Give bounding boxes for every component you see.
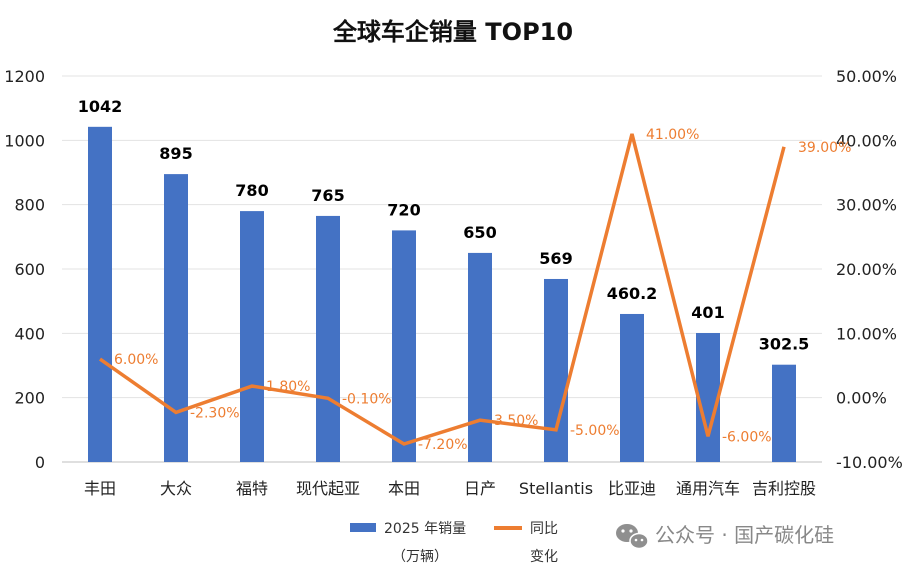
line-value-label: -5.00% <box>570 423 620 439</box>
line-series <box>98 133 786 446</box>
bar <box>164 174 188 462</box>
category-label: 本田 <box>388 479 420 498</box>
bar <box>620 313 644 462</box>
legend-bar-swatch <box>350 523 376 532</box>
legend-bar-unit: （万辆） <box>392 549 448 565</box>
right-tick-label: 50.00% <box>836 67 897 86</box>
bar-value-labels: 1042 895 780 765 720 650 569 460.2 401 302.5 <box>78 97 810 354</box>
right-tick-label: 10.00% <box>836 324 897 343</box>
left-tick-label: 1200 <box>4 67 45 86</box>
left-tick-label: 400 <box>14 324 45 343</box>
wechat-icon <box>616 524 649 550</box>
bar-value-label: 765 <box>311 186 344 205</box>
legend: 2025 年销量 （万辆） 同比 变化 <box>350 521 558 565</box>
bar <box>392 230 416 462</box>
bar-value-label: 895 <box>159 144 192 163</box>
chart-title: 全球车企销量 TOP10 <box>332 18 573 46</box>
category-label: 通用汽车 <box>676 479 740 498</box>
bar <box>240 211 264 462</box>
bar <box>316 215 340 462</box>
left-tick-label: 800 <box>14 196 45 215</box>
bar-value-label: 720 <box>387 200 420 219</box>
watermark-text: 公众号 · 国产碳化硅 <box>655 523 834 547</box>
left-tick-label: 600 <box>14 260 45 279</box>
watermark: 公众号 · 国产碳化硅 <box>616 523 834 550</box>
line-value-label: 1.80% <box>266 379 310 395</box>
right-tick-label: 40.00% <box>836 131 897 150</box>
bar-value-label: 302.5 <box>759 335 810 354</box>
bar-value-label: 460.2 <box>607 284 658 303</box>
category-label: Stellantis <box>519 479 593 498</box>
yoy-line <box>98 133 786 446</box>
line-value-label: -2.30% <box>190 405 240 421</box>
legend-bar-label: 2025 年销量 <box>384 521 466 537</box>
line-value-label: 3.50% <box>494 413 538 429</box>
bar <box>88 126 112 462</box>
right-tick-label: 20.00% <box>836 260 897 279</box>
line-value-label: -6.00% <box>722 429 772 445</box>
line-value-label: 39.00% <box>798 140 851 156</box>
category-label: 大众 <box>160 479 192 498</box>
left-axis: 0 200 400 600 800 1000 1200 <box>4 67 45 472</box>
category-axis: 丰田 大众 福特 现代起亚 本田 日产 Stellantis 比亚迪 通用汽车 吉利控股 <box>84 479 816 498</box>
legend-line-label-2: 变化 <box>530 549 558 565</box>
line-value-label: 6.00% <box>114 352 158 368</box>
line-value-label: 41.00% <box>646 127 699 143</box>
right-tick-label: -10.00% <box>836 453 903 472</box>
bar <box>468 252 492 462</box>
left-tick-label: 0 <box>35 453 45 472</box>
category-label: 现代起亚 <box>296 479 360 498</box>
bar-value-label: 569 <box>539 249 572 268</box>
left-tick-label: 1000 <box>4 131 45 150</box>
legend-line-label: 同比 <box>530 521 558 537</box>
left-tick-label: 200 <box>14 389 45 408</box>
bar-value-label: 780 <box>235 181 268 200</box>
bar <box>544 278 568 462</box>
line-value-labels: 6.00% -2.30% 1.80% -0.10% -7.20% 3.50% -5.00% 4… <box>114 127 851 453</box>
right-axis: -10.00% 0.00% 10.00% 20.00% 30.00% 40.00% 50.0… <box>836 67 903 472</box>
bar <box>772 364 796 462</box>
line-value-label: -0.10% <box>342 391 392 407</box>
bar-value-label: 650 <box>463 223 496 242</box>
category-label: 福特 <box>236 479 268 498</box>
bar-value-label: 401 <box>691 303 724 322</box>
category-label: 比亚迪 <box>608 479 656 498</box>
line-value-label: -7.20% <box>418 437 468 453</box>
category-label: 吉利控股 <box>752 479 816 498</box>
gridlines <box>62 75 822 463</box>
bar-value-label: 1042 <box>78 97 123 116</box>
right-tick-label: 30.00% <box>836 196 897 215</box>
right-tick-label: 0.00% <box>836 389 887 408</box>
category-label: 丰田 <box>84 479 116 498</box>
category-label: 日产 <box>464 479 496 498</box>
